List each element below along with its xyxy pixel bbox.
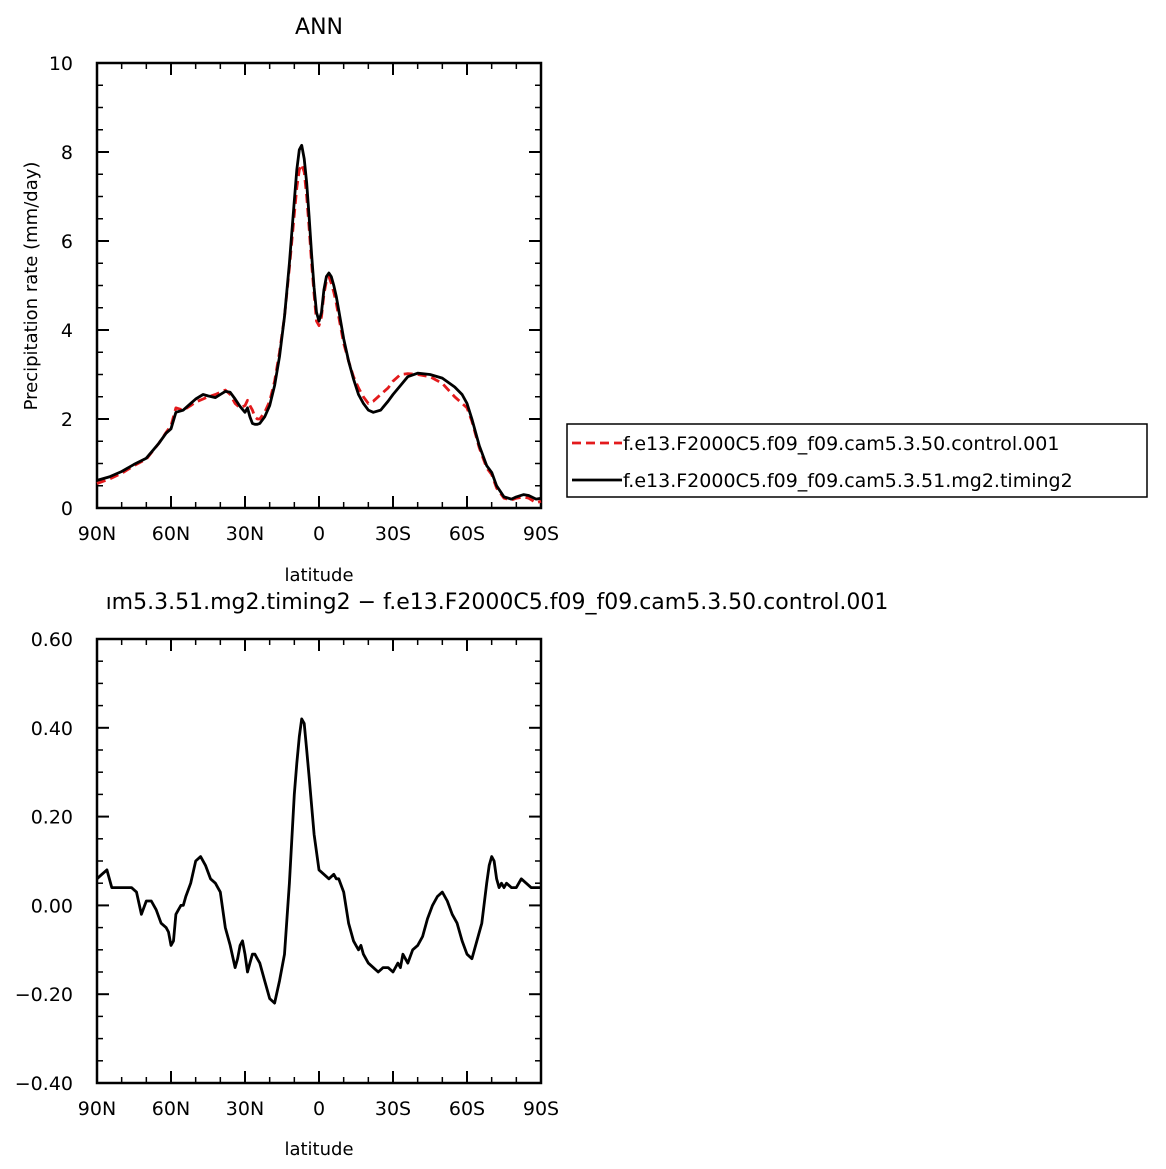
y-tick-label: 2 (61, 409, 73, 431)
x-tick-label: 60N (152, 523, 190, 545)
x-tick-label: 0 (313, 1098, 325, 1120)
x-tick-label: 30S (375, 523, 411, 545)
plot-lines (96, 143, 542, 505)
axes: 90N 60N 30N 0 30S 60S 90S −0.40 −0.20 0.00 0.20 0.4… (15, 629, 559, 1120)
x-axis-label: latitude (284, 565, 353, 586)
x-tick-label: 30S (375, 1098, 411, 1120)
plot-lines (96, 717, 541, 1005)
y-tick-label: 0.60 (31, 629, 73, 651)
x-tick-label: 90S (523, 523, 559, 545)
y-tick-label: 0.20 (31, 807, 73, 829)
x-tick-label: 90S (523, 1098, 559, 1120)
y-tick-label: 6 (61, 231, 73, 253)
x-axis-label: latitude (284, 1139, 353, 1160)
difference-title: ım5.3.51.mg2.timing2 − f.e13.F2000C5.f09… (106, 590, 889, 615)
x-tick-label: 90N (78, 523, 116, 545)
x-tick-label: 30N (226, 1098, 264, 1120)
axes: 90N 60N 30N 0 30S 60S 90S 0 2 4 6 8 10 (49, 53, 559, 545)
x-tick-label: 0 (313, 523, 325, 545)
legend-label: f.e13.F2000C5.f09_f09.cam5.3.50.control.… (623, 433, 1059, 455)
y-axis-label: Precipitation rate (mm/day) (21, 162, 42, 411)
series-line (96, 717, 541, 1005)
y-tick-label: −0.40 (15, 1073, 73, 1095)
y-tick-label: 4 (61, 320, 73, 342)
x-tick-label: 60N (152, 1098, 190, 1120)
x-tick-label: 30N (226, 523, 264, 545)
x-tick-label: 90N (78, 1098, 116, 1120)
y-tick-label: −0.20 (15, 984, 73, 1006)
plot-frame (95, 61, 543, 510)
legend-label: f.e13.F2000C5.f09_f09.cam5.3.51.mg2.timi… (623, 470, 1073, 492)
series-line (96, 163, 542, 505)
legend-box (566, 423, 1148, 498)
y-tick-label: 0 (61, 498, 73, 520)
x-tick-label: 60S (449, 523, 485, 545)
y-tick-label: 0.00 (31, 895, 73, 917)
legend: f.e13.F2000C5.f09_f09.cam5.3.50.control.… (566, 423, 1148, 498)
y-tick-label: 0.40 (31, 718, 73, 740)
y-tick-label: 10 (49, 53, 73, 75)
series-line (96, 143, 542, 501)
x-tick-label: 60S (449, 1098, 485, 1120)
chart-title: ANN (295, 15, 343, 40)
y-tick-label: 8 (61, 142, 73, 164)
precipitation-panel: ANN Precipitation rate (mm/day) latitude… (21, 15, 1148, 586)
difference-panel: ım5.3.51.mg2.timing2 − f.e13.F2000C5.f09… (15, 590, 889, 1160)
